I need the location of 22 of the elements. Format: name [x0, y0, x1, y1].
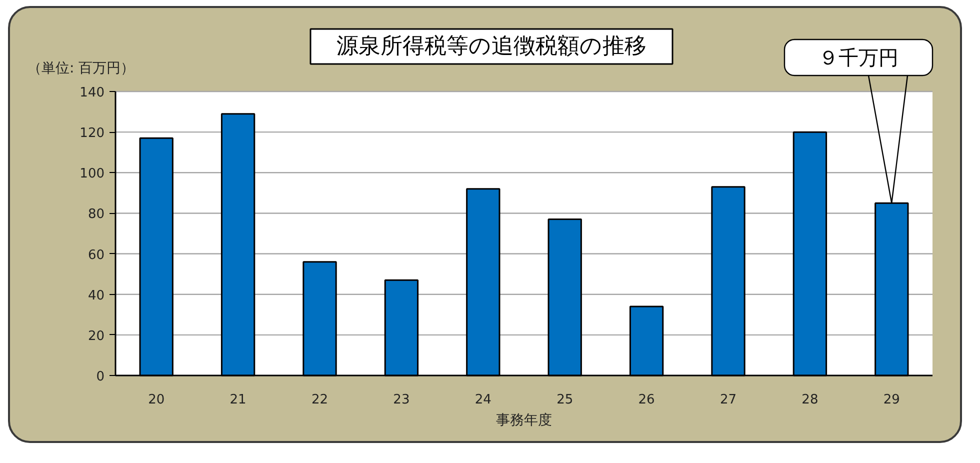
- y-tick-label: 120: [80, 126, 105, 142]
- y-tick-label: 40: [88, 288, 105, 304]
- y-tick-label: 140: [80, 86, 105, 100]
- x-tick-label: 23: [393, 392, 410, 408]
- annotation: ９千万円: [818, 46, 898, 70]
- x-tick-label: 25: [556, 392, 574, 408]
- y-tick-label: 0: [96, 370, 105, 384]
- y-tick-label: 20: [88, 328, 105, 344]
- x-tick-label: 26: [638, 392, 655, 408]
- x-axis-title: 事務年度: [496, 412, 552, 428]
- x-tick-label: 29: [883, 392, 900, 408]
- x-tick-label: 27: [720, 392, 737, 408]
- chart-title: 源泉所得税等の追徴税額の推移: [336, 34, 646, 59]
- y-tick-label: 60: [88, 248, 105, 263]
- x-tick-label: 22: [311, 392, 328, 408]
- y-tick-label: 100: [80, 166, 105, 182]
- x-tick-label: 21: [230, 392, 246, 408]
- x-tick-label: 20: [148, 392, 165, 408]
- y-axis-title: （単位: 百万円）: [28, 60, 135, 76]
- y-tick-label: 80: [88, 207, 105, 222]
- x-tick-label: 28: [802, 392, 818, 408]
- x-tick-label: 24: [474, 392, 492, 408]
